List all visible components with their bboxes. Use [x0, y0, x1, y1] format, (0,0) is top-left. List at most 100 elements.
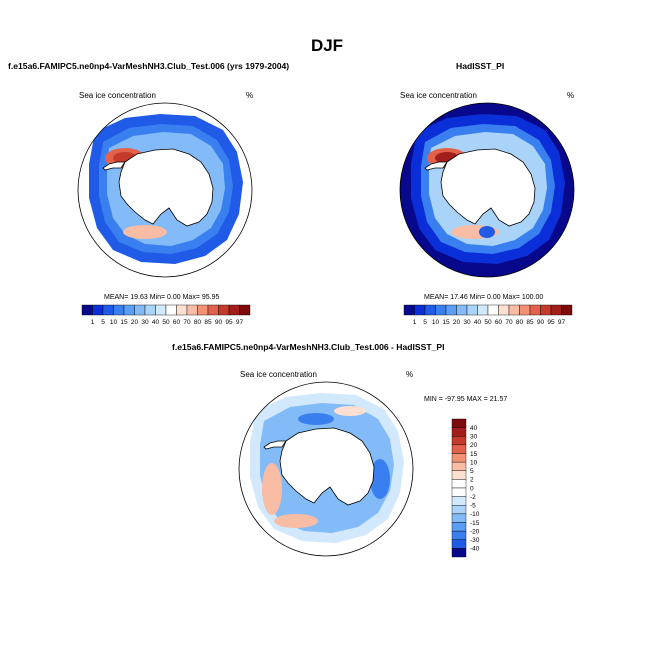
panel1-colorbar-swatch [81, 304, 93, 316]
panel3-stats: MIN = -97.95 MAX = 21.57 [424, 396, 508, 403]
panel2-subtitle: Sea ice concentration [400, 91, 477, 100]
panel1-colorbar-tick-label: 20 [131, 319, 139, 326]
panel3-colorbar-swatch [451, 453, 467, 463]
panel1-title: f.e15a6.FAMIPC5.ne0np4-VarMeshNH3.Club_T… [8, 61, 290, 71]
panel2-colorbar-swatch [477, 304, 489, 316]
panel2-colorbar-swatch [487, 304, 499, 316]
panel3-colorbar-tick-label: 40 [470, 425, 478, 432]
panel2-colorbar-swatch [508, 304, 520, 316]
panel3-colorbar-tick-label: -40 [470, 546, 480, 553]
panel2-colorbar: 1 5 10 15 20 30 40 50 60 70 80 85 90 95 97 [403, 304, 573, 326]
panel1-colorbar-swatch [134, 304, 146, 316]
panel1-colorbar-swatch [144, 304, 156, 316]
panel3-colorbar-tick-label: -15 [470, 520, 480, 527]
panel1-colorbar-swatch [155, 304, 167, 316]
panel2-colorbar-swatch [529, 304, 541, 316]
panel1-colorbar-tick-label: 5 [101, 319, 105, 326]
panel2-colorbar-tick-label: 95 [547, 319, 555, 326]
panel2-border [399, 102, 575, 278]
panel1-colorbar-tick-label: 30 [141, 319, 149, 326]
panel2-colorbar-tick-label: 90 [537, 319, 545, 326]
panel1-colorbar-swatch [228, 304, 240, 316]
panel2-colorbar-tick-label: 70 [505, 319, 513, 326]
panel1-colorbar: 1 5 10 15 20 30 40 50 60 70 80 85 90 95 97 [81, 304, 251, 326]
panel2-colorbar-swatch [456, 304, 468, 316]
panel3-colorbar-swatch [451, 427, 467, 437]
panel3-colorbar-tick-label: -20 [470, 528, 480, 535]
panel3-colorbar-swatch [451, 436, 467, 446]
panel1-colorbar-swatch [102, 304, 114, 316]
panel3-negative-east [370, 459, 390, 499]
panel2-colorbar-tick-label: 30 [463, 319, 471, 326]
panel3-colorbar-swatch [451, 530, 467, 540]
panel3-colorbar-tick-label: 20 [470, 442, 478, 449]
panel1-colorbar-swatch [207, 304, 219, 316]
panel1-colorbar-swatch [176, 304, 188, 316]
panel3-colorbar-swatch [451, 496, 467, 506]
panel3-colorbar-tick-label: -10 [470, 511, 480, 518]
panel1-colorbar-tick-label: 50 [162, 319, 170, 326]
panel1-colorbar-swatch [92, 304, 104, 316]
panel1-colorbar-tick-label: 90 [215, 319, 223, 326]
panel1-colorbar-tick-label: 1 [91, 319, 95, 326]
panel1-ross-high [123, 225, 167, 239]
panel2-units: % [567, 91, 575, 100]
panel2-map [399, 102, 575, 278]
panel2-colorbar-tick-label: 60 [495, 319, 503, 326]
panel1-border [77, 102, 253, 278]
panel2-title: HadISST_PI [456, 61, 505, 71]
panel3-colorbar-swatch [451, 470, 467, 480]
panel1-subtitle: Sea ice concentration [79, 91, 156, 100]
panel2-colorbar-tick-label: 1 [413, 319, 417, 326]
panel3-colorbar-swatch [451, 513, 467, 523]
panel2-colorbar-tick-label: 40 [474, 319, 482, 326]
panel2-colorbar-tick-label: 50 [484, 319, 492, 326]
panel2-colorbar-tick-label: 10 [432, 319, 440, 326]
panel1-colorbar-tick-label: 10 [110, 319, 118, 326]
panel2-colorbar-swatch [519, 304, 531, 316]
panel3-colorbar-swatch [451, 418, 467, 428]
panel2-colorbar-swatch [414, 304, 426, 316]
panel1-colorbar-tick-label: 80 [194, 319, 202, 326]
panel3-colorbar-swatch [451, 539, 467, 549]
panel3-colorbar-tick-label: 10 [470, 459, 478, 466]
panel1-units: % [246, 91, 254, 100]
panel1-colorbar-tick-label: 70 [183, 319, 191, 326]
panel3-title: f.e15a6.FAMIPC5.ne0np4-VarMeshNH3.Club_T… [172, 342, 445, 352]
panel2-colorbar-tick-label: 80 [516, 319, 524, 326]
panel3-colorbar-swatch [451, 479, 467, 489]
figure-title: DJF [310, 36, 344, 55]
panel2-colorbar-swatch [403, 304, 415, 316]
panel3-subtitle: Sea ice concentration [240, 370, 317, 379]
panel3-colorbar-tick-label: -5 [470, 503, 476, 510]
panel1-colorbar-swatch [218, 304, 230, 316]
panel2-colorbar-swatch [445, 304, 457, 316]
panel2-colorbar-tick-label: 97 [558, 319, 566, 326]
panel2-colorbar-swatch [550, 304, 562, 316]
panel1-stats: MEAN= 19.63 Min= 0.00 Max= 95.95 [104, 294, 220, 301]
panel2-colorbar-swatch [540, 304, 552, 316]
panel3-colorbar-tick-label: 0 [470, 485, 474, 492]
panel1-colorbar-swatch [165, 304, 177, 316]
panel3-colorbar-tick-label: 5 [470, 468, 474, 475]
panel1-colorbar-swatch [113, 304, 125, 316]
panel3-colorbar-tick-label: 2 [470, 477, 474, 484]
panel2-colorbar-swatch [561, 304, 573, 316]
panel1-colorbar-swatch [123, 304, 135, 316]
panel1-colorbar-swatch [186, 304, 198, 316]
panel1-colorbar-tick-label: 97 [236, 319, 244, 326]
panel3-colorbar-tick-label: -2 [470, 494, 476, 501]
panel1-colorbar-tick-label: 40 [152, 319, 160, 326]
panel2-stats: MEAN= 17.46 Min= 0.00 Max= 100.00 [424, 294, 544, 301]
panel3-positive-west [262, 463, 282, 515]
panel1-colorbar-tick-label: 95 [225, 319, 233, 326]
panel3-map [238, 381, 414, 557]
panel1-colorbar-tick-label: 85 [204, 319, 212, 326]
panel3-colorbar-swatch [451, 444, 467, 454]
panel2-colorbar-tick-label: 85 [526, 319, 534, 326]
panel3-positive-north [334, 406, 366, 416]
panel3-colorbar-swatch [451, 548, 467, 558]
panel2-colorbar-swatch [498, 304, 510, 316]
